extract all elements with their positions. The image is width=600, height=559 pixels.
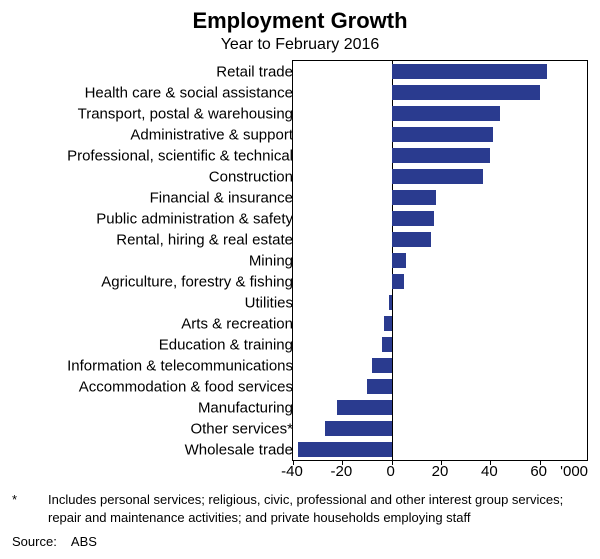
unit-label: '000 xyxy=(560,463,588,480)
bar xyxy=(392,127,493,142)
category-label: Other services* xyxy=(13,420,293,437)
bar xyxy=(392,106,501,121)
bar-row: Manufacturing xyxy=(293,397,587,418)
bar-row: Other services* xyxy=(293,418,587,439)
bar-row: Wholesale trade xyxy=(293,439,587,460)
bar xyxy=(392,232,431,247)
source-line: Source: ABS xyxy=(12,534,588,549)
source-label: Source: xyxy=(12,534,68,549)
bar-row: Utilities xyxy=(293,292,587,313)
category-label: Administrative & support xyxy=(13,126,293,143)
category-label: Manufacturing xyxy=(13,399,293,416)
bar xyxy=(392,211,434,226)
category-label: Transport, postal & warehousing xyxy=(13,105,293,122)
chart-subtitle: Year to February 2016 xyxy=(12,36,588,54)
bar-row: Health care & social assistance xyxy=(293,82,587,103)
bar xyxy=(392,253,407,268)
bar xyxy=(392,64,547,79)
bar xyxy=(392,148,491,163)
footnote-text: Includes personal services; religious, c… xyxy=(48,491,588,526)
bar-row: Retail trade xyxy=(293,61,587,82)
category-label: Information & telecommunications xyxy=(13,357,293,374)
bar-row: Information & telecommunications xyxy=(293,355,587,376)
bar xyxy=(298,442,392,457)
category-label: Utilities xyxy=(13,294,293,311)
plot-area: Retail tradeHealth care & social assista… xyxy=(292,60,588,461)
bar-row: Professional, scientific & technical xyxy=(293,145,587,166)
category-label: Mining xyxy=(13,252,293,269)
plot-wrapper: Retail tradeHealth care & social assista… xyxy=(12,60,588,483)
bar-row: Financial & insurance xyxy=(293,187,587,208)
category-label: Agriculture, forestry & fishing xyxy=(13,273,293,290)
bar xyxy=(392,85,540,100)
category-label: Arts & recreation xyxy=(13,315,293,332)
bar-row: Agriculture, forestry & fishing xyxy=(293,271,587,292)
category-label: Professional, scientific & technical xyxy=(13,147,293,164)
x-tick-label: 20 xyxy=(432,463,449,480)
x-axis: -40-200204060'000 xyxy=(292,461,588,483)
bar-row: Construction xyxy=(293,166,587,187)
category-label: Wholesale trade xyxy=(13,441,293,458)
bar-row: Accommodation & food services xyxy=(293,376,587,397)
bar-row: Transport, postal & warehousing xyxy=(293,103,587,124)
x-tick-label: 0 xyxy=(386,463,394,480)
category-label: Construction xyxy=(13,168,293,185)
bar xyxy=(382,337,392,352)
bar xyxy=(372,358,392,373)
bar-row: Mining xyxy=(293,250,587,271)
category-label: Rental, hiring & real estate xyxy=(13,231,293,248)
bar-row: Public administration & safety xyxy=(293,208,587,229)
x-tick-label: 40 xyxy=(481,463,498,480)
category-label: Financial & insurance xyxy=(13,189,293,206)
bar xyxy=(392,274,404,289)
footnote-marker: * xyxy=(12,491,48,509)
footnote: * Includes personal services; religious,… xyxy=(12,491,588,526)
chart-container: Employment Growth Year to February 2016 … xyxy=(0,0,600,559)
bar xyxy=(367,379,392,394)
bar xyxy=(392,169,483,184)
bar xyxy=(325,421,392,436)
bar xyxy=(337,400,391,415)
category-label: Health care & social assistance xyxy=(13,84,293,101)
x-tick-label: -20 xyxy=(330,463,352,480)
bar-row: Education & training xyxy=(293,334,587,355)
source-value: ABS xyxy=(71,534,97,549)
bar-row: Arts & recreation xyxy=(293,313,587,334)
x-tick-label: -40 xyxy=(281,463,303,480)
category-label: Retail trade xyxy=(13,63,293,80)
category-label: Education & training xyxy=(13,336,293,353)
bar xyxy=(384,316,391,331)
bar xyxy=(392,190,436,205)
bar-row: Administrative & support xyxy=(293,124,587,145)
bar-row: Rental, hiring & real estate xyxy=(293,229,587,250)
category-label: Accommodation & food services xyxy=(13,378,293,395)
category-label: Public administration & safety xyxy=(13,210,293,227)
chart-title: Employment Growth xyxy=(12,8,588,34)
bar xyxy=(389,295,391,310)
x-tick-label: 60 xyxy=(530,463,547,480)
